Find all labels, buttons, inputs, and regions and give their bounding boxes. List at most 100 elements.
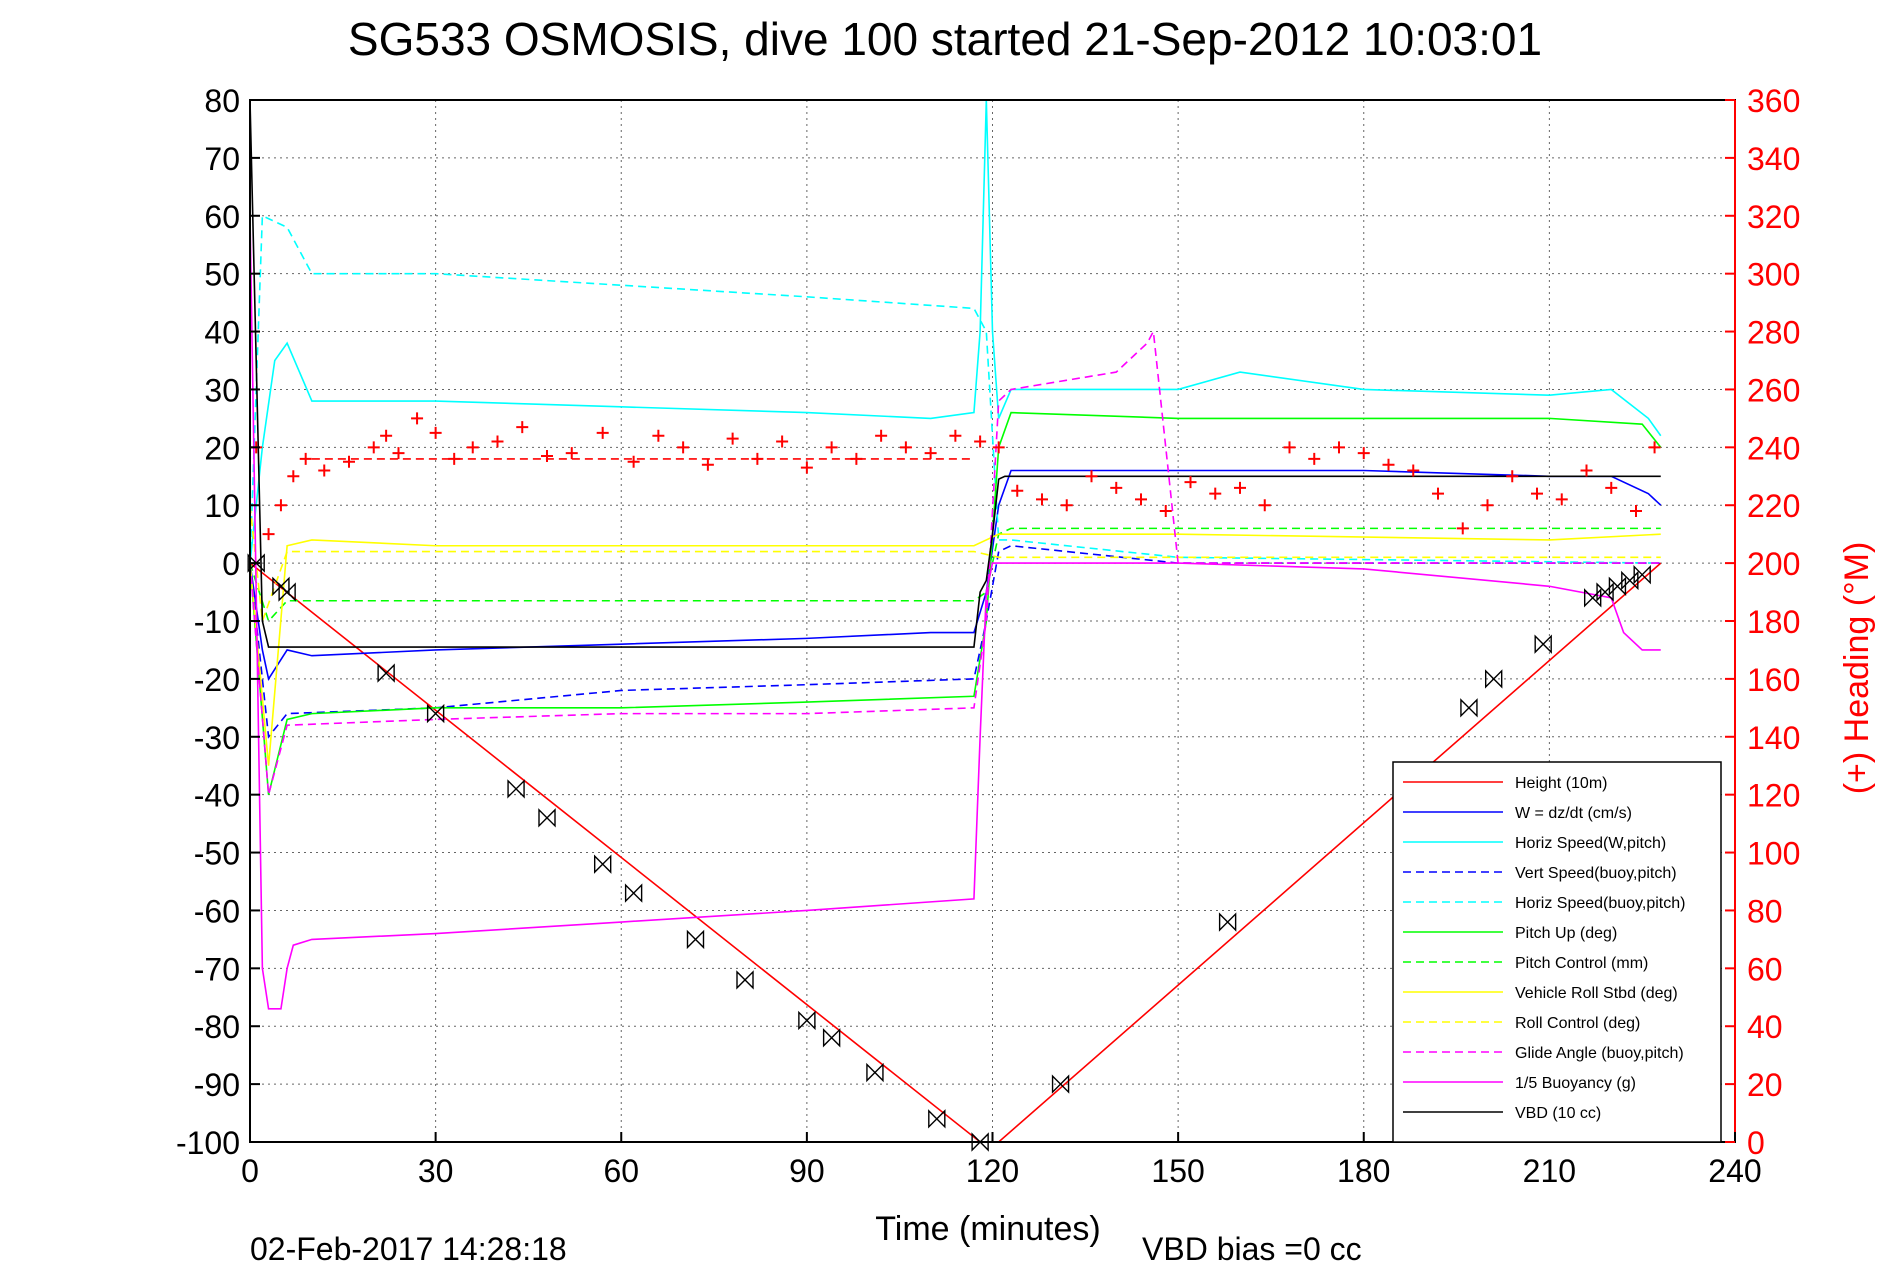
x-tick-label: 180 xyxy=(1337,1153,1390,1189)
x-tick-label: 210 xyxy=(1523,1153,1576,1189)
y-left-tick-label: 10 xyxy=(204,488,240,524)
bowtie-marker xyxy=(1583,588,1602,608)
heading-point xyxy=(627,455,640,468)
x-axis-label: Time (minutes) xyxy=(875,1210,1100,1248)
series-line xyxy=(249,214,1661,564)
bowtie-marker xyxy=(1633,564,1651,585)
heading-point xyxy=(491,435,504,448)
y-right-tick-label: 20 xyxy=(1747,1067,1783,1103)
bowtie-marker xyxy=(866,1062,884,1083)
heading-point xyxy=(1234,481,1246,494)
y-right-tick-label: 100 xyxy=(1747,836,1800,872)
y-left-tick-label: -90 xyxy=(194,1067,240,1103)
heading-point xyxy=(899,441,912,454)
y-left-tick-label: -10 xyxy=(194,604,240,640)
heading-point xyxy=(411,412,424,425)
y-left-tick-label: -40 xyxy=(194,778,240,814)
legend-entry: W = dz/dt (cm/s) xyxy=(1515,805,1632,822)
heading-point xyxy=(1258,499,1271,512)
heading-point xyxy=(1283,441,1296,454)
heading-point xyxy=(949,429,962,442)
heading-point xyxy=(1506,470,1519,483)
bowtie-marker xyxy=(798,1010,816,1031)
y-left-tick-label: -30 xyxy=(194,720,240,756)
y-right-tick-label: 200 xyxy=(1747,546,1800,582)
heading-point xyxy=(1456,522,1469,535)
heading-point xyxy=(367,441,380,454)
series-line xyxy=(249,544,1661,739)
heading-point xyxy=(850,452,863,465)
legend-entry: Vehicle Roll Stbd (deg) xyxy=(1515,985,1678,1002)
bowtie-marker xyxy=(928,1109,946,1129)
heading-point xyxy=(1110,481,1123,494)
x-tick-label: 240 xyxy=(1708,1153,1761,1189)
heading-point xyxy=(1382,458,1395,471)
y-right-tick-label: 180 xyxy=(1747,604,1800,640)
legend-entry: Pitch Control (mm) xyxy=(1515,955,1648,972)
y-right-tick-label: 40 xyxy=(1747,1009,1783,1045)
heading-point xyxy=(1209,487,1222,500)
bowtie-marker xyxy=(971,1132,989,1152)
y-right-tick-label: 160 xyxy=(1747,662,1800,698)
heading-point xyxy=(825,441,838,454)
bowtie-marker xyxy=(1608,576,1627,596)
heading-point xyxy=(1630,505,1642,518)
y-left-tick-label: 0 xyxy=(222,546,240,582)
heading-point xyxy=(1135,493,1147,506)
heading-point xyxy=(652,429,665,442)
heading-point xyxy=(875,429,888,442)
legend-entry: 1/5 Buoyancy (g) xyxy=(1515,1075,1636,1092)
bowtie-marker xyxy=(426,703,445,724)
y-right-tick-label: 260 xyxy=(1747,372,1800,408)
heading-point xyxy=(974,435,987,448)
series-lines xyxy=(249,99,1662,1143)
legend-entry: Horiz Speed(W,pitch) xyxy=(1515,835,1666,852)
heading-point xyxy=(287,470,300,483)
bowtie-marker xyxy=(1484,669,1503,689)
bowtie-marker xyxy=(538,808,556,828)
bowtie-marker xyxy=(1596,582,1614,602)
heading-point xyxy=(1648,441,1661,454)
bowtie-marker xyxy=(593,854,612,874)
y-right-tick-label: 220 xyxy=(1747,488,1800,524)
heading-point xyxy=(800,461,813,474)
bowtie-markers xyxy=(247,553,1651,1152)
heading-points xyxy=(250,412,1661,541)
heading-point xyxy=(392,447,405,460)
bowtie-marker xyxy=(1218,912,1237,932)
heading-point xyxy=(924,447,937,460)
bowtie-marker xyxy=(1621,570,1639,591)
x-tick-label: 150 xyxy=(1151,1153,1204,1189)
heading-point xyxy=(1605,481,1618,494)
heading-point xyxy=(751,452,764,465)
y-left-tick-label: 30 xyxy=(204,372,240,408)
y-right-tick-label: 320 xyxy=(1747,199,1800,235)
bowtie-marker xyxy=(1051,1074,1070,1094)
y-right-tick-label: 60 xyxy=(1747,951,1783,987)
bowtie-marker xyxy=(822,1028,841,1048)
legend-entry: VBD (10 cc) xyxy=(1515,1105,1601,1122)
series-line xyxy=(249,411,1662,795)
series-line xyxy=(249,215,1661,1010)
x-tick-label: 0 xyxy=(241,1153,259,1189)
heading-point xyxy=(1308,452,1321,465)
y-left-tick-label: -80 xyxy=(194,1009,240,1045)
y-right-tick-label: 360 xyxy=(1747,83,1800,119)
heading-point xyxy=(1531,487,1543,500)
bowtie-marker xyxy=(278,582,296,602)
legend-entry: Roll Control (deg) xyxy=(1515,1015,1640,1032)
y-right-tick-label: 80 xyxy=(1747,893,1783,929)
heading-point xyxy=(726,432,739,445)
heading-point xyxy=(541,450,553,463)
x-tick-label: 120 xyxy=(966,1153,1019,1189)
bowtie-marker xyxy=(247,553,265,573)
y-axis-right-label: (+) Heading (°M) xyxy=(1838,542,1876,795)
legend-entry: Pitch Up (deg) xyxy=(1515,925,1617,942)
heading-point xyxy=(1407,464,1420,477)
bowtie-marker xyxy=(1460,698,1478,718)
legend: Height (10m) W = dz/dt (cm/s) Horiz Speed(… xyxy=(1392,761,1722,1143)
heading-point xyxy=(1357,447,1370,460)
series-line xyxy=(249,99,1661,648)
y-right-tick-label: 280 xyxy=(1747,315,1800,351)
